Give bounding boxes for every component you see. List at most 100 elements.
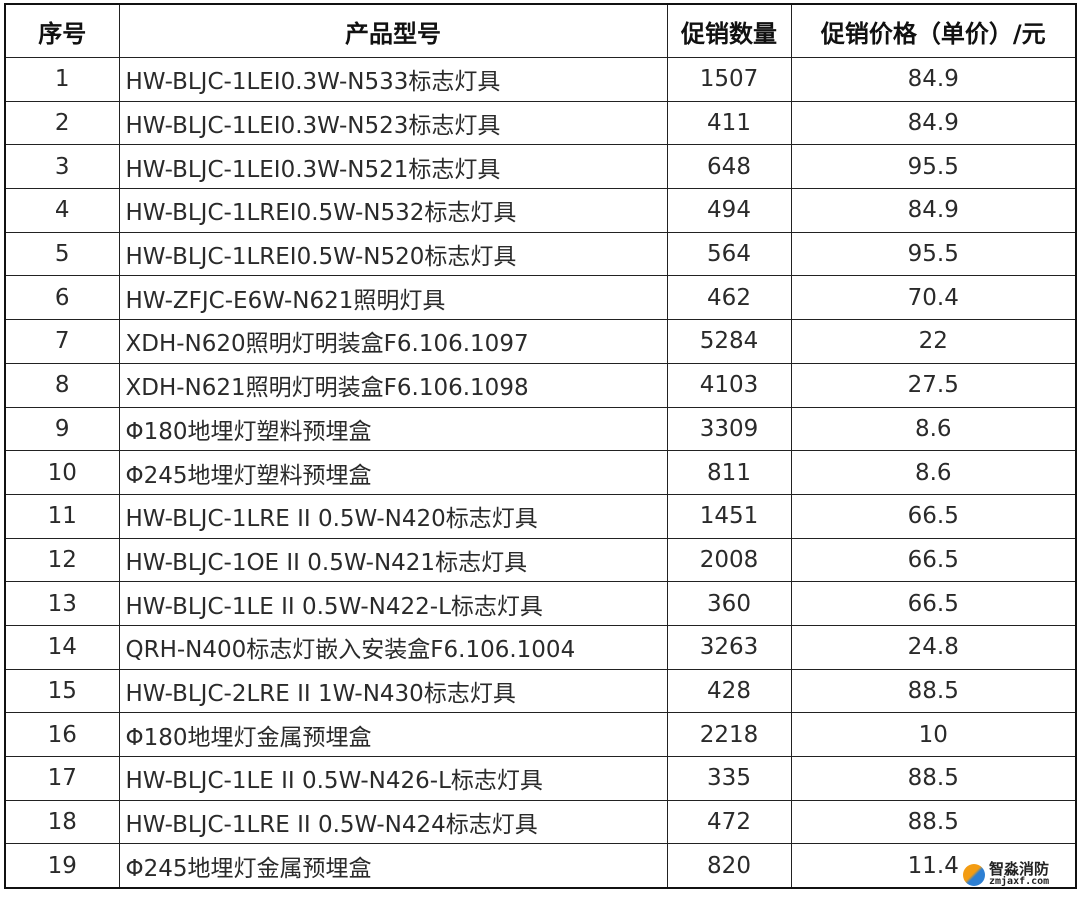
cell-index: 9 xyxy=(4,406,120,452)
cell-price: 22 xyxy=(790,319,1077,364)
table-row: 15 HW-BLJC-2LRE II 1W-N430标志灯具 428 88.5 xyxy=(4,668,1077,714)
cell-price: 88.5 xyxy=(790,799,1077,845)
cell-model: HW-BLJC-1OE II 0.5W-N421标志灯具 xyxy=(118,537,668,583)
cell-quantity: 5284 xyxy=(666,319,792,364)
cell-index: 19 xyxy=(4,843,120,889)
cell-model: HW-BLJC-2LRE II 1W-N430标志灯具 xyxy=(118,668,668,714)
cell-index: 10 xyxy=(4,450,120,495)
cell-index: 17 xyxy=(4,756,120,801)
cell-index: 11 xyxy=(4,493,120,539)
cell-model: HW-BLJC-1LEI0.3W-N533标志灯具 xyxy=(118,57,668,102)
cell-price: 66.5 xyxy=(790,581,1077,626)
table-row: 9 Φ180地埋灯塑料预埋盒 3309 8.6 xyxy=(4,406,1077,452)
cell-quantity: 360 xyxy=(666,581,792,626)
cell-model: HW-BLJC-1LRE II 0.5W-N420标志灯具 xyxy=(118,493,668,539)
cell-price: 66.5 xyxy=(790,493,1077,539)
table-row: 11 HW-BLJC-1LRE II 0.5W-N420标志灯具 1451 66.5 xyxy=(4,493,1077,539)
cell-model: Φ245地埋灯金属预埋盒 xyxy=(118,843,668,889)
table-row: 8 XDH-N621照明灯明装盒F6.106.1098 4103 27.5 xyxy=(4,362,1077,408)
cell-quantity: 335 xyxy=(666,756,792,801)
table-row: 14 QRH-N400标志灯嵌入安装盒F6.106.1004 3263 24.8 xyxy=(4,624,1077,670)
cell-model: HW-BLJC-1LE II 0.5W-N426-L标志灯具 xyxy=(118,756,668,801)
table-row: 4 HW-BLJC-1LREI0.5W-N532标志灯具 494 84.9 xyxy=(4,188,1077,233)
cell-index: 12 xyxy=(4,537,120,583)
cell-quantity: 820 xyxy=(666,843,792,889)
table-row: 2 HW-BLJC-1LEI0.3W-N523标志灯具 411 84.9 xyxy=(4,100,1077,146)
header-quantity: 促销数量 xyxy=(666,3,792,58)
cell-price: 95.5 xyxy=(790,231,1077,277)
cell-quantity: 472 xyxy=(666,799,792,845)
cell-quantity: 3309 xyxy=(666,406,792,452)
cell-price: 70.4 xyxy=(790,275,1077,321)
cell-quantity: 462 xyxy=(666,275,792,321)
header-row: 序号 产品型号 促销数量 促销价格（单价）/元 xyxy=(4,3,1077,58)
cell-price: 95.5 xyxy=(790,144,1077,190)
cell-index: 16 xyxy=(4,712,120,757)
watermark-name: 智淼消防 xyxy=(989,860,1050,878)
table-row: 17 HW-BLJC-1LE II 0.5W-N426-L标志灯具 335 88.5 xyxy=(4,756,1077,801)
cell-model: XDH-N621照明灯明装盒F6.106.1098 xyxy=(118,362,668,408)
cell-quantity: 811 xyxy=(666,450,792,495)
cell-quantity: 428 xyxy=(666,668,792,714)
table-row: 18 HW-BLJC-1LRE II 0.5W-N424标志灯具 472 88.5 xyxy=(4,799,1077,845)
cell-quantity: 564 xyxy=(666,231,792,277)
cell-model: HW-BLJC-1LEI0.3W-N521标志灯具 xyxy=(118,144,668,190)
table-row: 3 HW-BLJC-1LEI0.3W-N521标志灯具 648 95.5 xyxy=(4,144,1077,190)
cell-model: HW-BLJC-1LEI0.3W-N523标志灯具 xyxy=(118,100,668,146)
cell-index: 14 xyxy=(4,624,120,670)
table-row: 12 HW-BLJC-1OE II 0.5W-N421标志灯具 2008 66.5 xyxy=(4,537,1077,583)
cell-index: 3 xyxy=(4,144,120,190)
cell-index: 2 xyxy=(4,100,120,146)
cell-quantity: 1451 xyxy=(666,493,792,539)
cell-price: 88.5 xyxy=(790,756,1077,801)
cell-model: Φ245地埋灯塑料预埋盒 xyxy=(118,450,668,495)
cell-index: 5 xyxy=(4,231,120,277)
table-row: 5 HW-BLJC-1LREI0.5W-N520标志灯具 564 95.5 xyxy=(4,231,1077,277)
cell-model: QRH-N400标志灯嵌入安装盒F6.106.1004 xyxy=(118,624,668,670)
cell-quantity: 2008 xyxy=(666,537,792,583)
watermark: 智淼消防 zmjaxf.com xyxy=(963,860,1050,887)
cell-price: 84.9 xyxy=(790,188,1077,233)
cell-quantity: 3263 xyxy=(666,624,792,670)
cell-model: HW-BLJC-1LRE II 0.5W-N424标志灯具 xyxy=(118,799,668,845)
cell-model: HW-ZFJC-E6W-N621照明灯具 xyxy=(118,275,668,321)
cell-model: HW-BLJC-1LREI0.5W-N532标志灯具 xyxy=(118,188,668,233)
cell-model: HW-BLJC-1LREI0.5W-N520标志灯具 xyxy=(118,231,668,277)
cell-price: 10 xyxy=(790,712,1077,757)
table-row: 1 HW-BLJC-1LEI0.3W-N533标志灯具 1507 84.9 xyxy=(4,57,1077,102)
table-row: 10 Φ245地埋灯塑料预埋盒 811 8.6 xyxy=(4,450,1077,495)
cell-quantity: 2218 xyxy=(666,712,792,757)
cell-price: 84.9 xyxy=(790,57,1077,102)
cell-index: 13 xyxy=(4,581,120,626)
cell-quantity: 648 xyxy=(666,144,792,190)
cell-price: 66.5 xyxy=(790,537,1077,583)
header-index: 序号 xyxy=(4,3,120,58)
cell-model: Φ180地埋灯塑料预埋盒 xyxy=(118,406,668,452)
cell-price: 8.6 xyxy=(790,406,1077,452)
cell-model: Φ180地埋灯金属预埋盒 xyxy=(118,712,668,757)
cell-index: 4 xyxy=(4,188,120,233)
cell-model: XDH-N620照明灯明装盒F6.106.1097 xyxy=(118,319,668,364)
header-price: 促销价格（单价）/元 xyxy=(790,3,1077,58)
cell-index: 7 xyxy=(4,319,120,364)
watermark-url: zmjaxf.com xyxy=(989,876,1050,887)
cell-price: 84.9 xyxy=(790,100,1077,146)
cell-price: 27.5 xyxy=(790,362,1077,408)
table-row: 7 XDH-N620照明灯明装盒F6.106.1097 5284 22 xyxy=(4,319,1077,364)
table-row: 6 HW-ZFJC-E6W-N621照明灯具 462 70.4 xyxy=(4,275,1077,321)
cell-quantity: 4103 xyxy=(666,362,792,408)
cell-quantity: 1507 xyxy=(666,57,792,102)
cell-quantity: 494 xyxy=(666,188,792,233)
header-model: 产品型号 xyxy=(118,3,668,58)
cell-index: 15 xyxy=(4,668,120,714)
cell-model: HW-BLJC-1LE II 0.5W-N422-L标志灯具 xyxy=(118,581,668,626)
cell-index: 6 xyxy=(4,275,120,321)
cell-index: 18 xyxy=(4,799,120,845)
cell-price: 88.5 xyxy=(790,668,1077,714)
table-row: 16 Φ180地埋灯金属预埋盒 2218 10 xyxy=(4,712,1077,757)
cell-index: 1 xyxy=(4,57,120,102)
cell-index: 8 xyxy=(4,362,120,408)
cell-price: 8.6 xyxy=(790,450,1077,495)
promotion-table: 序号 产品型号 促销数量 促销价格（单价）/元 1 HW-BLJC-1LEI0.3… xyxy=(4,3,1077,890)
table-row: 13 HW-BLJC-1LE II 0.5W-N422-L标志灯具 360 66.5 xyxy=(4,581,1077,626)
